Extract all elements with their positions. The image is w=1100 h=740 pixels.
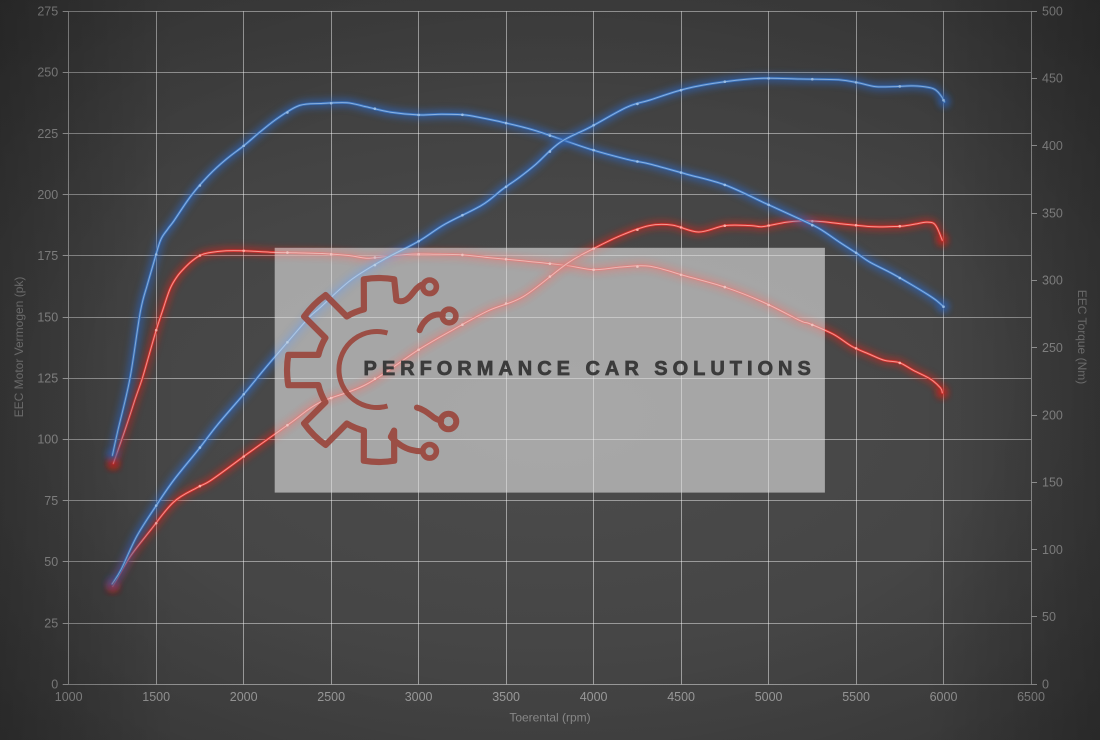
svg-text:125: 125 xyxy=(37,372,58,386)
svg-text:175: 175 xyxy=(37,249,58,263)
svg-text:4000: 4000 xyxy=(580,690,608,704)
svg-text:EEC Torque (Nm): EEC Torque (Nm) xyxy=(1075,290,1089,384)
svg-text:100: 100 xyxy=(1042,543,1063,557)
svg-text:275: 275 xyxy=(37,4,58,18)
svg-text:4500: 4500 xyxy=(667,690,695,704)
svg-text:6000: 6000 xyxy=(930,690,958,704)
svg-text:2000: 2000 xyxy=(230,690,258,704)
svg-text:150: 150 xyxy=(37,310,58,324)
svg-text:200: 200 xyxy=(37,188,58,202)
svg-text:250: 250 xyxy=(1042,341,1063,355)
svg-text:225: 225 xyxy=(37,127,58,141)
svg-text:5000: 5000 xyxy=(755,690,783,704)
svg-text:450: 450 xyxy=(1042,72,1063,86)
svg-text:5500: 5500 xyxy=(842,690,870,704)
svg-text:1500: 1500 xyxy=(142,690,170,704)
svg-text:2500: 2500 xyxy=(317,690,345,704)
svg-text:75: 75 xyxy=(44,494,58,508)
svg-text:1000: 1000 xyxy=(55,690,83,704)
svg-text:300: 300 xyxy=(1042,274,1063,288)
svg-text:150: 150 xyxy=(1042,476,1063,490)
svg-text:EEC Motor Vermogen (pk): EEC Motor Vermogen (pk) xyxy=(12,277,26,418)
svg-text:0: 0 xyxy=(1042,678,1049,692)
svg-text:50: 50 xyxy=(1042,610,1056,624)
svg-text:6500: 6500 xyxy=(1017,690,1045,704)
svg-text:50: 50 xyxy=(44,555,58,569)
svg-text:500: 500 xyxy=(1042,4,1063,18)
svg-text:3500: 3500 xyxy=(492,690,520,704)
svg-text:3000: 3000 xyxy=(405,690,433,704)
svg-text:100: 100 xyxy=(37,433,58,447)
svg-text:350: 350 xyxy=(1042,206,1063,220)
svg-text:400: 400 xyxy=(1042,139,1063,153)
svg-text:PERFORMANCE CAR SOLUTIONS: PERFORMANCE CAR SOLUTIONS xyxy=(364,358,816,380)
svg-text:200: 200 xyxy=(1042,408,1063,422)
svg-text:0: 0 xyxy=(51,678,58,692)
svg-text:250: 250 xyxy=(37,66,58,80)
svg-text:25: 25 xyxy=(44,616,58,630)
svg-text:Toerental (rpm): Toerental (rpm) xyxy=(509,711,590,725)
